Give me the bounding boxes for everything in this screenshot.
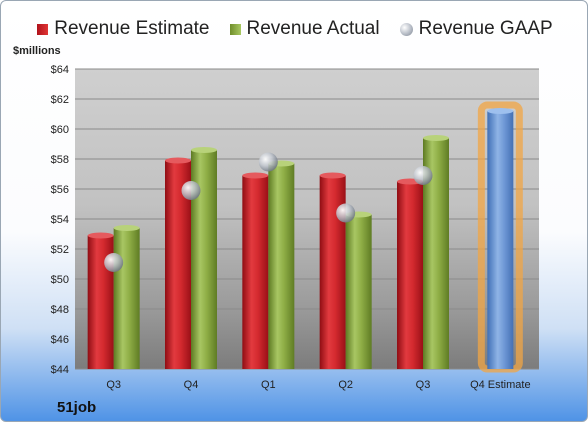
gaap-point xyxy=(181,181,201,200)
legend-estimate-label: Revenue Estimate xyxy=(54,18,210,39)
legend-item-actual: Revenue Actual xyxy=(229,18,380,40)
bar-cap xyxy=(319,172,346,179)
y-tick-label: $44 xyxy=(51,364,69,376)
legend-item-gaap: Revenue GAAP xyxy=(399,18,553,40)
bar-cap xyxy=(87,232,114,239)
x-tick-label: Q4 Estimate xyxy=(470,379,531,391)
y-tick-label: $56 xyxy=(51,184,69,196)
estimate-bar xyxy=(397,181,423,369)
x-tick-label: Q4 xyxy=(184,379,199,391)
x-tick-label: Q1 xyxy=(261,379,276,391)
x-tick-label: Q3 xyxy=(416,379,431,391)
bars xyxy=(87,101,523,373)
x-tick-label: Q2 xyxy=(338,379,353,391)
gaap-points xyxy=(104,152,433,272)
gaap-point xyxy=(258,152,278,172)
legend-gaap-label: Revenue GAAP xyxy=(418,18,553,39)
actual-bar xyxy=(268,163,295,369)
legend: Revenue Estimate Revenue Actual Revenue … xyxy=(1,15,587,43)
bar-cap xyxy=(191,147,217,153)
x-tick-label: Q3 xyxy=(106,379,121,391)
estimate-bar xyxy=(242,175,269,369)
actual-bar xyxy=(113,228,140,369)
y-tick-label: $46 xyxy=(51,334,69,346)
bar-cap xyxy=(487,108,514,114)
estimate-bar-q4-estimate xyxy=(487,111,514,369)
y-axis-ticks: $64 $62 $60 $58 $56 $54 $52 $50 $48 $46 $44 xyxy=(51,64,69,376)
legend-actual-label: Revenue Actual xyxy=(246,18,380,39)
estimate-swatch xyxy=(37,23,49,35)
y-tick-label: $54 xyxy=(51,214,69,226)
y-axis-unit-label: $millions xyxy=(13,45,61,57)
y-tick-label: $52 xyxy=(51,244,69,256)
actual-bar xyxy=(345,214,372,369)
bar-cap xyxy=(113,225,140,231)
gridlines xyxy=(75,68,539,370)
legend-item-estimate: Revenue Estimate xyxy=(37,18,210,40)
bar-cap xyxy=(165,157,191,164)
gaap-point xyxy=(104,253,124,272)
gaap-point xyxy=(413,166,433,185)
gaap-swatch xyxy=(399,22,413,36)
actual-swatch xyxy=(229,23,241,35)
y-tick-label: $58 xyxy=(51,154,69,166)
y-tick-label: $62 xyxy=(51,94,69,106)
y-tick-label: $64 xyxy=(51,64,69,76)
bar-cap xyxy=(423,135,449,141)
y-tick-label: $48 xyxy=(51,304,69,316)
y-tick-label: $50 xyxy=(51,274,69,286)
company-name: 51job xyxy=(57,399,97,416)
x-axis-ticks: Q3 Q4 Q1 Q2 Q3 Q4 Estimate xyxy=(106,379,530,391)
bar-cap xyxy=(242,172,269,179)
y-tick-label: $60 xyxy=(51,124,69,136)
gaap-point xyxy=(336,203,356,223)
